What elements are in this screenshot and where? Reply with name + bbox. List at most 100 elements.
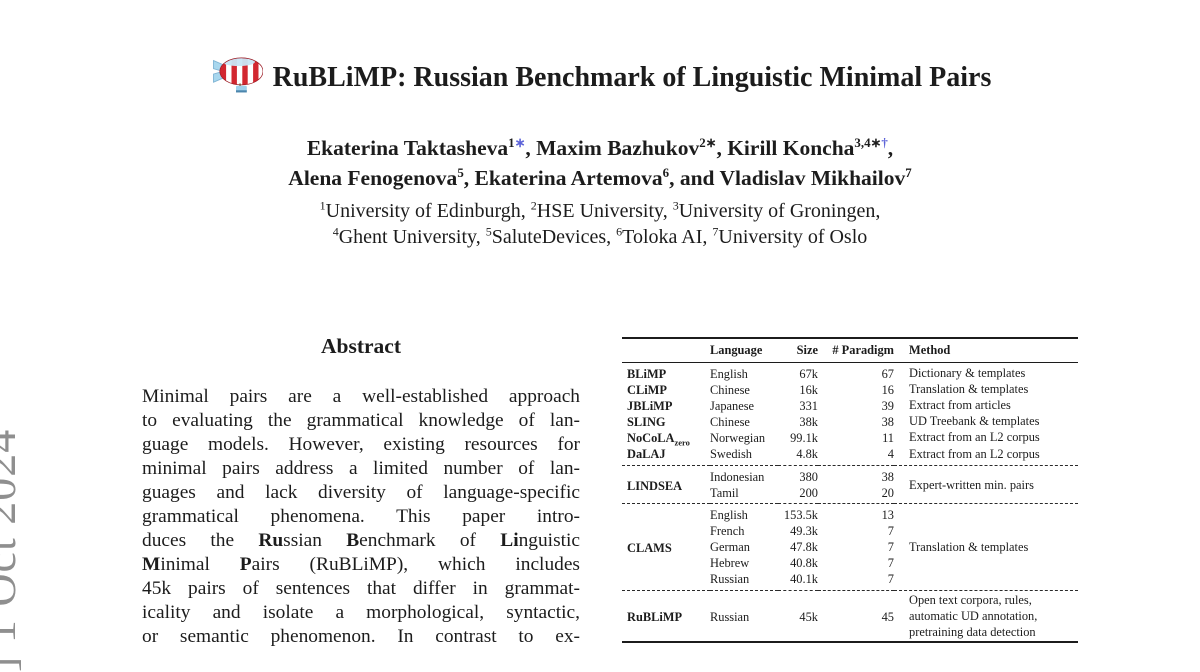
text-run: SaluteDevices,	[491, 226, 617, 248]
abstract-line: or semantic phenomenon. In contrast to e…	[142, 625, 580, 649]
text-run: B	[346, 530, 360, 551]
paper-title: RuBLiMP: Russian Benchmark of Linguistic…	[272, 62, 992, 93]
method-line: pretraining data detection	[909, 625, 1036, 640]
cell-par: 39	[881, 399, 894, 414]
text-run: guages and lack diversity of language-sp…	[142, 482, 580, 503]
cell-size: 38k	[799, 415, 818, 430]
cell-method: Extract from an L2 corpus	[894, 446, 1078, 465]
cell-lang: Hebrew	[710, 556, 750, 571]
cell-lang: German	[710, 539, 750, 554]
benchmark-name: SLING	[627, 415, 666, 430]
text-run: inimal	[160, 554, 240, 575]
text-run: icality and isolate a morphological, syn…	[142, 602, 580, 623]
text-run: Ru	[258, 530, 284, 551]
header-benchmark	[622, 338, 710, 363]
cell-lang: Norwegian	[710, 431, 766, 446]
cell-size: 4.8k	[796, 447, 818, 462]
benchmark-name: LINDSEA	[622, 465, 710, 504]
cell-method: Translation & templates	[894, 503, 1078, 591]
superscript-marker: 6	[616, 224, 623, 239]
table-row: CLiMP Chinese 16k 16 Translation & templates	[622, 382, 1078, 398]
cell-lang: Chinese	[710, 383, 750, 398]
superscript-marker: 2	[530, 198, 537, 213]
benchmark-name: DaLAJ	[627, 447, 666, 462]
text-run: Alena Fenogenova	[288, 166, 458, 190]
abstract-heading: Abstract	[320, 334, 401, 358]
table-row: JBLiMP Japanese 331 39 Extract from articles	[622, 398, 1078, 414]
cell-method: UD Treebank & templates	[894, 414, 1078, 430]
header-paradigm: # Paradigm	[832, 343, 894, 357]
cell-size: 99.1k	[790, 431, 818, 446]
text-run: , Kirill Koncha	[716, 136, 855, 160]
superscript-marker: 1	[319, 198, 326, 213]
cell-lang: English	[710, 503, 778, 523]
text-run: Toloka AI,	[622, 226, 713, 248]
benchmark-name: BLiMP	[627, 367, 667, 381]
text-run: M	[142, 554, 161, 575]
cell-size: 153.5k	[778, 503, 818, 523]
superscript-marker: 2∗	[699, 135, 717, 150]
affiliations-block: 1University of Edinburgh, 2HSE Universit…	[0, 198, 1200, 250]
text-run: , Maxim Bazhukov	[525, 136, 700, 160]
text-run: ,	[887, 136, 894, 160]
header-size: Size	[796, 343, 818, 357]
text-run: P	[239, 554, 252, 575]
cell-size: 67k	[799, 367, 818, 381]
text-run: , and Vladislav Mikhailov	[669, 166, 906, 190]
authors-block: Ekaterina Taktasheva1∗, Maxim Bazhukov2∗…	[0, 133, 1200, 193]
text-run: enchmark of	[359, 530, 501, 551]
method-line: automatic UD annotation,	[909, 609, 1038, 624]
benchmark-name-subscript: zero	[674, 437, 690, 448]
cell-par: 11	[882, 431, 894, 446]
text-run: HSE University,	[536, 200, 673, 222]
abstract-line: minimal pairs address a limited number o…	[142, 457, 580, 481]
cell-lang: Chinese	[710, 415, 750, 430]
table-header: Language Size # Paradigm Method	[622, 338, 1078, 363]
footnote-link[interactable]: ∗	[514, 135, 526, 150]
cell-method: Dictionary & templates	[894, 363, 1078, 383]
cell-lang: Russian	[710, 589, 778, 642]
cell-method: Translation & templates	[894, 382, 1078, 398]
benchmark-name: JBLiMP	[627, 399, 673, 414]
method-line: Extract from articles	[909, 398, 1011, 413]
abstract-line: icality and isolate a morphological, syn…	[142, 601, 580, 625]
cell-lang: Tamil	[710, 485, 739, 500]
superscript-marker: 7	[712, 224, 719, 239]
benchmark-name: RuBLiMP	[622, 589, 710, 642]
blimp-logo-icon	[212, 57, 264, 93]
superscript-marker: 7	[905, 165, 912, 180]
text-run: ssian	[283, 530, 347, 551]
method-line: Translation & templates	[909, 540, 1029, 555]
method-line: Dictionary & templates	[909, 366, 1026, 381]
benchmark-name: CLiMP	[627, 383, 667, 398]
benchmark-comparison-table: Language Size # Paradigm Method BLiMP Eng…	[622, 337, 1078, 643]
table-row: DaLAJ Swedish 4.8k 4 Extract from an L2 corp…	[622, 446, 1078, 465]
cell-method: Open text corpora, rules, automatic UD an…	[894, 589, 1078, 642]
cell-par: 13	[818, 503, 894, 523]
table-section: LINDSEA Indonesian 380 38 Expert-written min…	[622, 465, 1078, 504]
cell-par: 7	[887, 572, 894, 587]
cell-par: 7	[887, 539, 894, 554]
table-row: Russian 40.1k 7	[622, 571, 1078, 590]
table-column: Language Size # Paradigm Method BLiMP Eng…	[622, 337, 1078, 643]
method-line: Extract from an L2 corpus	[909, 446, 1040, 461]
footnote-link[interactable]: †	[881, 135, 888, 150]
method-line: Translation & templates	[909, 382, 1029, 397]
superscript-marker: 5	[485, 224, 492, 239]
cell-par: 38	[818, 465, 894, 485]
benchmark-name: CLAMS	[622, 503, 710, 591]
table-row: NoCoLAzero Norwegian 99.1k 11 Extract from a…	[622, 430, 1078, 448]
abstract-line: Minimal pairs are a well-established app…	[142, 385, 580, 409]
cell-size: 380	[778, 465, 818, 485]
table-row: Hebrew 40.8k 7	[622, 555, 1078, 571]
cell-par: 45	[818, 589, 894, 642]
cell-method: Extract from articles	[894, 398, 1078, 414]
text-run: Minimal pairs are a well-established app…	[142, 386, 580, 407]
superscript-marker: 3	[672, 198, 679, 213]
paper-page: { "colors": { "link": "#5b62d8", "waterm…	[0, 57, 1200, 672]
cell-size: 200	[799, 485, 818, 500]
text-run: Ekaterina Taktasheva	[306, 136, 509, 160]
method-line: Expert-written min. pairs	[909, 477, 1034, 492]
table-section: BLiMP English 67k 67 Dictionary & templates C…	[622, 363, 1078, 466]
method-line: Extract from an L2 corpus	[909, 430, 1040, 445]
